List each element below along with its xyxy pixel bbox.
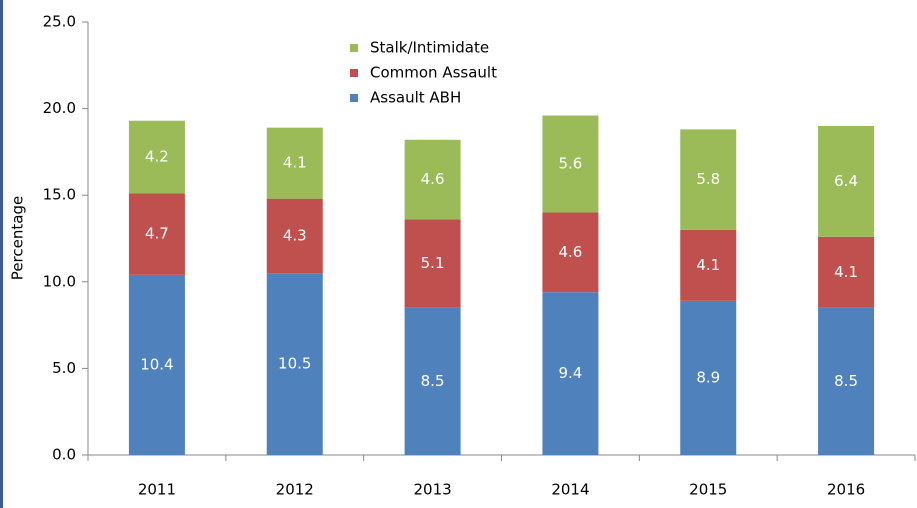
legend-label: Assault ABH [370,89,461,107]
value-label: 5.6 [558,155,582,173]
bar-segment [266,127,323,199]
bar-segment [404,307,461,455]
legend-swatch [350,44,358,52]
x-tick-label: 2011 [138,481,176,499]
bar-segment [818,307,875,455]
value-label: 4.6 [558,243,582,261]
x-tick-label: 2016 [827,481,865,499]
value-label: 4.7 [145,225,169,243]
bar-segment [818,125,875,237]
y-tick-label: 25.0 [43,13,76,31]
y-tick-label: 0.0 [52,446,76,464]
bar-segment [404,139,461,220]
value-label: 8.9 [696,368,720,386]
legend-swatch [350,94,358,102]
x-tick-label: 2013 [413,481,451,499]
y-axis-label: Percentage [9,196,27,280]
y-tick-label: 10.0 [43,272,76,290]
value-label: 5.1 [421,254,445,272]
bar-segment [266,198,323,274]
bar-segment [542,115,599,213]
y-tick-label: 20.0 [43,99,76,117]
value-label: 4.1 [283,154,307,172]
bar-segment [128,120,185,194]
value-label: 4.1 [834,263,858,281]
legend-label: Common Assault [370,64,497,82]
bar-segment [680,129,737,230]
bar-segment [128,193,185,275]
x-tick-label: 2012 [276,481,314,499]
bar-segment [818,236,875,308]
value-label: 6.4 [834,172,858,190]
value-label: 9.4 [558,364,582,382]
y-tick-label: 5.0 [52,359,76,377]
bar-segment [404,219,461,308]
left-border [0,0,3,508]
value-label: 10.5 [278,355,311,373]
x-tick-label: 2015 [689,481,727,499]
bar-segment [680,229,737,301]
bar-segment [542,292,599,455]
value-label: 5.8 [696,170,720,188]
value-label: 10.4 [140,355,173,373]
value-label: 4.2 [145,148,169,166]
y-tick-label: 15.0 [43,186,76,204]
value-label: 4.6 [421,170,445,188]
bar-segment [680,300,737,455]
value-label: 8.5 [834,372,858,390]
bar-segment [542,212,599,293]
bar-segment [266,273,323,455]
value-label: 4.3 [283,226,307,244]
legend-label: Stalk/Intimidate [370,39,489,57]
legend-swatch [350,69,358,77]
x-tick-label: 2014 [551,481,589,499]
value-label: 8.5 [421,372,445,390]
bar-segment [128,274,185,455]
value-label: 4.1 [696,256,720,274]
